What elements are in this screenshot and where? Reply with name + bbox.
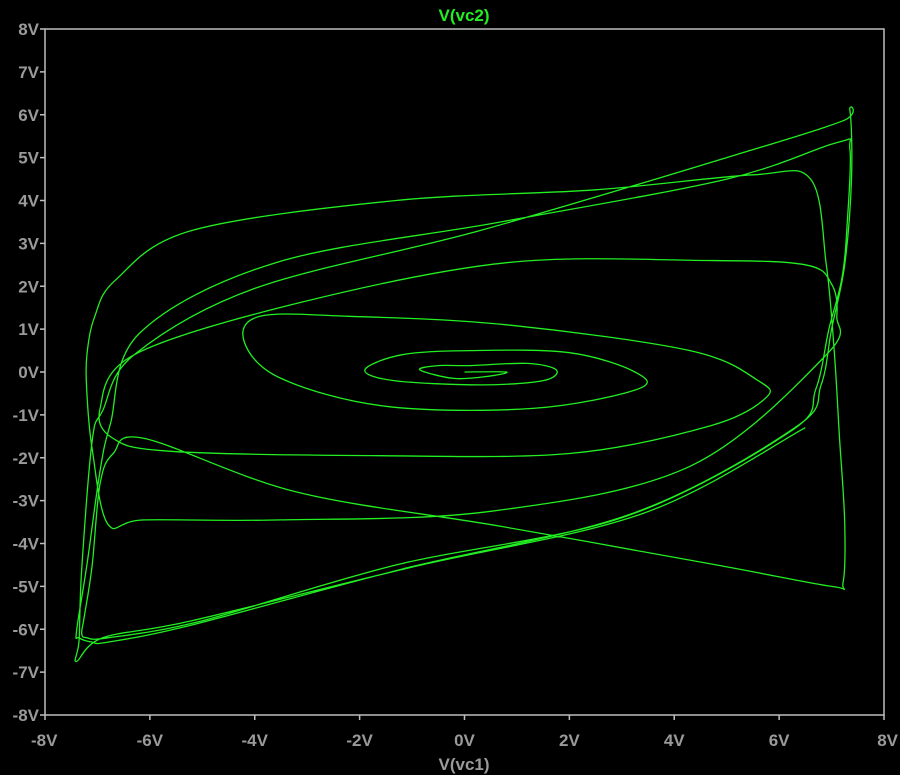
x-tick-label: 8V [877, 731, 898, 750]
x-tick-label: -2V [346, 731, 373, 750]
x-tick-label: 6V [769, 731, 790, 750]
y-tick-label: -7V [13, 663, 40, 682]
x-tick-label: 0V [454, 731, 475, 750]
x-axis: -8V -6V -4V -2V 0V 2V 4V 6V 8V [31, 715, 899, 750]
chart-title: V(vc2) [438, 6, 489, 25]
x-tick-label: -6V [137, 731, 164, 750]
y-tick-label: 4V [18, 192, 39, 211]
y-tick-label: -3V [13, 492, 40, 511]
x-tick-label: 4V [664, 731, 685, 750]
y-tick-label: 8V [18, 20, 39, 39]
y-tick-label: 7V [18, 63, 39, 82]
y-tick-label: -8V [13, 706, 40, 725]
y-tick-label: 3V [18, 234, 39, 253]
x-tick-label: -4V [242, 731, 269, 750]
y-tick-label: -1V [13, 406, 40, 425]
y-tick-label: 2V [18, 277, 39, 296]
plot-traces [74, 106, 854, 663]
y-tick-label: 1V [18, 320, 39, 339]
trace-vc2-vs-vc1 [74, 106, 854, 663]
y-axis: 8V 7V 6V 5V 4V 3V 2V 1V 0V -1V -2V -3V -4V -5V -6V -7V -… [13, 20, 45, 725]
y-tick-label: -2V [13, 449, 40, 468]
y-tick-label: 5V [18, 149, 39, 168]
x-axis-title: V(vc1) [438, 755, 489, 774]
y-tick-label: -5V [13, 577, 40, 596]
y-tick-label: 6V [18, 106, 39, 125]
x-tick-label: 2V [559, 731, 580, 750]
y-tick-label: -6V [13, 620, 40, 639]
y-tick-label: 0V [18, 363, 39, 382]
x-tick-label: -8V [31, 731, 58, 750]
y-tick-label: -4V [13, 535, 40, 554]
